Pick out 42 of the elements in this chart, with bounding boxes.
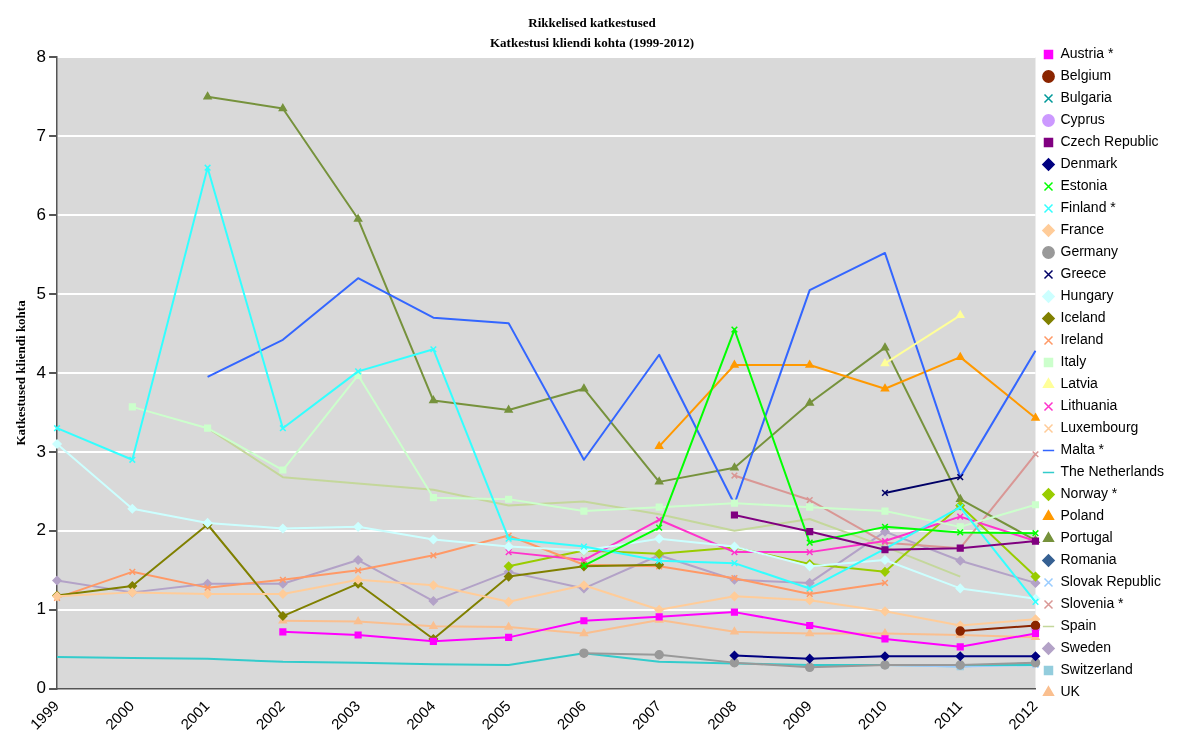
legend-label: Romania: [1060, 551, 1117, 568]
legend-label: Poland: [1060, 507, 1105, 524]
legend-label: Greece: [1060, 265, 1107, 282]
legend-label: Germany: [1060, 243, 1119, 260]
legend-label: Norway *: [1060, 485, 1118, 502]
legend-label: Spain: [1060, 617, 1097, 634]
legend-label: Slovak Republic: [1060, 573, 1161, 590]
y-tick-label: 5: [36, 283, 47, 303]
y-tick-label: 1: [36, 599, 47, 619]
legend-label: Belgium: [1060, 67, 1112, 84]
legend-label: Malta *: [1060, 441, 1105, 458]
y-tick-label: 0: [36, 678, 47, 698]
legend-label: Lithuania: [1060, 397, 1118, 414]
legend-label: Slovenia *: [1060, 595, 1125, 612]
chart-subtitle: Katkestusi kliendi kohta (1999-2012): [489, 34, 695, 50]
legend-label: Czech Republic: [1060, 133, 1159, 150]
y-tick-label: 2: [36, 520, 47, 540]
legend-label: Iceland: [1060, 309, 1106, 326]
legend-label: Denmark: [1060, 155, 1119, 172]
y-tick-label: 3: [36, 441, 47, 461]
legend-label: Sweden: [1060, 639, 1112, 656]
y-axis-title: Katkestused kliendi kohta: [13, 299, 29, 446]
legend-label: UK: [1060, 683, 1081, 700]
legend-label: Hungary: [1060, 287, 1114, 304]
legend-label: Portugal: [1060, 529, 1113, 546]
legend-label: Latvia: [1060, 375, 1099, 392]
legend-label: Austria *: [1060, 45, 1114, 62]
legend-label: Cyprus: [1060, 111, 1105, 128]
legend-label: Switzerland: [1060, 661, 1133, 678]
legend-label: France: [1060, 221, 1105, 238]
legend-label: Bulgaria: [1060, 89, 1113, 106]
legend-label: Estonia: [1060, 177, 1108, 194]
y-tick-label: 4: [36, 362, 47, 382]
legend-label: Italy: [1060, 353, 1087, 370]
legend-label: Ireland: [1060, 331, 1104, 348]
y-tick-label: 6: [36, 204, 47, 224]
y-tick-label: 8: [36, 46, 47, 66]
legend-label: Luxembourg: [1060, 419, 1139, 436]
legend-label: Finland *: [1060, 199, 1117, 216]
chart-title: Rikkelised katkestused: [528, 15, 657, 31]
legend-label: The Netherlands: [1060, 463, 1165, 480]
y-tick-label: 7: [36, 125, 47, 145]
